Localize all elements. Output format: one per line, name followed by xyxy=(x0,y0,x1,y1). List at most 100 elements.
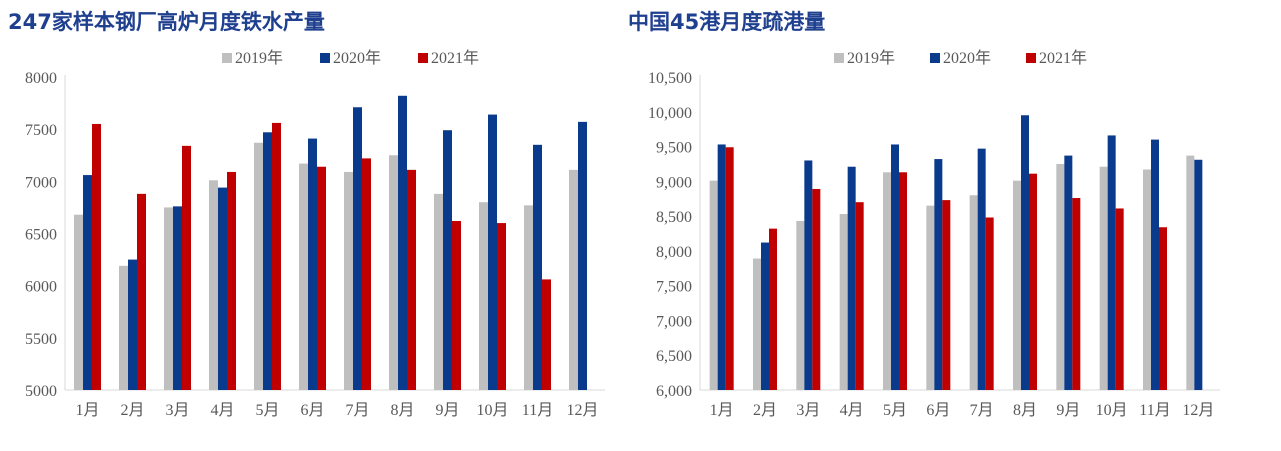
x-tick-label: 8月 xyxy=(1013,402,1037,419)
y-tick-label: 10,000 xyxy=(648,105,692,122)
bar-2019年-8月 xyxy=(389,155,398,390)
bar-2020年-9月 xyxy=(1064,155,1073,390)
y-tick-label: 7000 xyxy=(25,174,57,191)
bar-2021年-7月 xyxy=(985,217,994,390)
x-tick-label: 6月 xyxy=(300,402,324,419)
bar-2020年-8月 xyxy=(1021,115,1029,390)
bar-2019年-4月 xyxy=(839,214,848,390)
legend-swatch xyxy=(834,53,844,63)
bar-2020年-9月 xyxy=(443,130,452,390)
x-tick-label: 11月 xyxy=(522,402,553,419)
bar-2019年-2月 xyxy=(119,265,128,390)
bar-2021年-1月 xyxy=(92,123,101,390)
y-tick-label: 10,500 xyxy=(648,70,692,87)
x-tick-label: 9月 xyxy=(435,402,459,419)
bar-2020年-10月 xyxy=(488,114,497,390)
x-tick-label: 4月 xyxy=(210,402,234,419)
y-tick-label: 6,000 xyxy=(656,383,692,400)
x-tick-label: 11月 xyxy=(1139,402,1170,419)
bar-2019年-5月 xyxy=(254,142,263,390)
bar-2020年-7月 xyxy=(353,107,362,391)
bar-2020年-2月 xyxy=(128,259,137,390)
bar-2021年-8月 xyxy=(407,169,416,390)
legend-swatch xyxy=(1026,53,1036,63)
bar-2019年-6月 xyxy=(926,205,935,390)
bar-2020年-5月 xyxy=(891,144,899,390)
x-tick-label: 9月 xyxy=(1056,402,1080,419)
legend-label: 2020年 xyxy=(943,49,991,67)
bar-2020年-11月 xyxy=(1151,139,1159,390)
y-tick-label: 7,500 xyxy=(656,279,692,296)
bar-2021年-4月 xyxy=(855,202,864,390)
bar-2020年-8月 xyxy=(398,95,407,390)
bar-2019年-5月 xyxy=(883,172,891,390)
y-tick-label: 9,000 xyxy=(656,174,692,191)
iron-output-chart-plot: 5000 5500 6000 6500 7000 7500 8000 1月 2月 3月 4月 5月 6月… xyxy=(25,49,605,419)
y-tick-label: 6500 xyxy=(25,227,57,244)
x-tick-label: 7月 xyxy=(345,402,369,419)
legend-label: 2019年 xyxy=(235,49,283,67)
bar-2019年-2月 xyxy=(753,258,761,390)
bar-2019年-9月 xyxy=(1056,163,1065,390)
legend-swatch xyxy=(320,53,330,63)
bar-2019年-10月 xyxy=(1099,166,1108,390)
bar-2021年-8月 xyxy=(1029,173,1037,390)
bar-2020年-11月 xyxy=(533,144,542,390)
bar-2021年-1月 xyxy=(725,147,734,390)
x-tick-label: 8月 xyxy=(390,402,414,419)
bar-2019年-10月 xyxy=(479,202,488,390)
chart-title: 中国45港月度疏港量 xyxy=(628,10,826,34)
x-tick-label: 2月 xyxy=(753,402,777,419)
y-tick-label: 5500 xyxy=(25,331,57,348)
legend-label: 2021年 xyxy=(1039,49,1087,67)
bar-2019年-3月 xyxy=(164,207,173,390)
legend-label: 2020年 xyxy=(333,49,381,67)
bar-2020年-5月 xyxy=(263,132,272,390)
y-tick-label: 8000 xyxy=(25,70,57,87)
bar-2019年-1月 xyxy=(709,180,718,390)
bar-2020年-6月 xyxy=(934,159,943,390)
y-tick-label: 7500 xyxy=(25,122,57,139)
bar-2020年-2月 xyxy=(761,242,769,390)
x-tick-label: 5月 xyxy=(883,402,907,419)
bar-2019年-8月 xyxy=(1013,180,1021,390)
bar-2020年-4月 xyxy=(218,187,227,390)
bar-2019年-6月 xyxy=(299,163,308,390)
bar-2021年-9月 xyxy=(452,220,461,390)
bar-2020年-7月 xyxy=(977,148,986,390)
x-tick-label: 7月 xyxy=(970,402,994,419)
legend-swatch xyxy=(418,53,428,63)
bar-2020年-6月 xyxy=(308,138,317,390)
bar-2019年-11月 xyxy=(524,205,533,390)
bar-2020年-4月 xyxy=(847,166,856,390)
bar-2019年-11月 xyxy=(1143,169,1151,390)
legend-label: 2019年 xyxy=(847,49,895,67)
legend-swatch xyxy=(222,53,232,63)
bar-2020年-1月 xyxy=(83,175,92,390)
x-tick-label: 4月 xyxy=(840,402,864,419)
x-tick-label: 12月 xyxy=(1182,402,1214,419)
bar-2021年-10月 xyxy=(1115,208,1124,390)
bar-2019年-12月 xyxy=(569,169,578,390)
bar-2019年-7月 xyxy=(969,195,978,390)
bar-2021年-9月 xyxy=(1072,198,1081,390)
bar-2021年-3月 xyxy=(812,188,821,390)
bar-2021年-11月 xyxy=(1159,227,1167,390)
bar-2020年-12月 xyxy=(1194,159,1203,390)
port-throughput-chart: 中国45港月度疏港量 6,000 6,500 7,000 7,500 8,000 8,50… xyxy=(620,0,1281,451)
y-tick-label: 5000 xyxy=(25,383,57,400)
y-tick-label: 6,500 xyxy=(656,348,692,365)
bar-2021年-5月 xyxy=(272,122,281,390)
x-tick-label: 1月 xyxy=(75,402,99,419)
bar-2021年-2月 xyxy=(137,193,146,390)
x-tick-label: 6月 xyxy=(926,402,950,419)
bar-2019年-9月 xyxy=(434,193,443,390)
y-tick-label: 8,000 xyxy=(656,244,692,261)
bar-2020年-12月 xyxy=(578,121,587,390)
x-tick-label: 10月 xyxy=(1096,402,1128,419)
bar-2019年-7月 xyxy=(344,171,353,390)
bar-2020年-10月 xyxy=(1107,135,1116,390)
bar-2019年-3月 xyxy=(796,220,805,390)
x-tick-label: 5月 xyxy=(255,402,279,419)
bar-2021年-10月 xyxy=(497,223,506,390)
